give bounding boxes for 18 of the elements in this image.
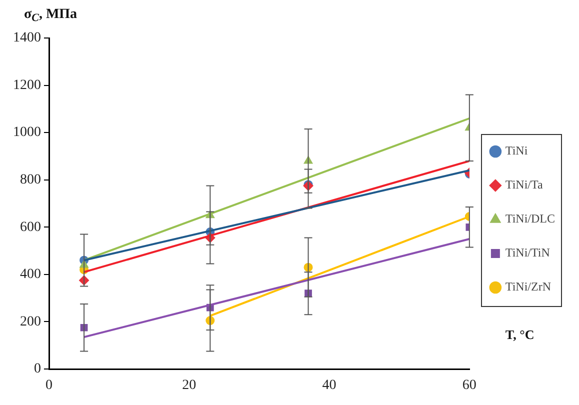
y-tick-label: 200 <box>20 314 41 330</box>
y-tick-label: 1000 <box>13 125 41 140</box>
x-axis-title: T, °C <box>505 327 534 342</box>
x-tick-label: 60 <box>462 378 476 394</box>
y-tick-label: 0 <box>34 362 41 377</box>
y-tick-label: 1200 <box>13 78 41 93</box>
y-tick-label: 800 <box>20 172 41 188</box>
legend-label: TiNi/DLC <box>505 212 555 226</box>
legend-label: TiNi/ZrN <box>505 280 552 294</box>
y-tick-label: 600 <box>20 220 41 235</box>
x-tick-label: 20 <box>182 378 196 394</box>
y-tick-label: 1400 <box>13 30 41 46</box>
legend-label: TiNi/Ta <box>505 178 544 192</box>
x-tick-label: 0 <box>46 378 52 394</box>
x-tick-label: 40 <box>322 378 336 394</box>
legend-label: TiNi <box>505 144 528 158</box>
legend-label: TiNi/TiN <box>505 246 550 260</box>
y-tick-label: 400 <box>20 267 41 282</box>
